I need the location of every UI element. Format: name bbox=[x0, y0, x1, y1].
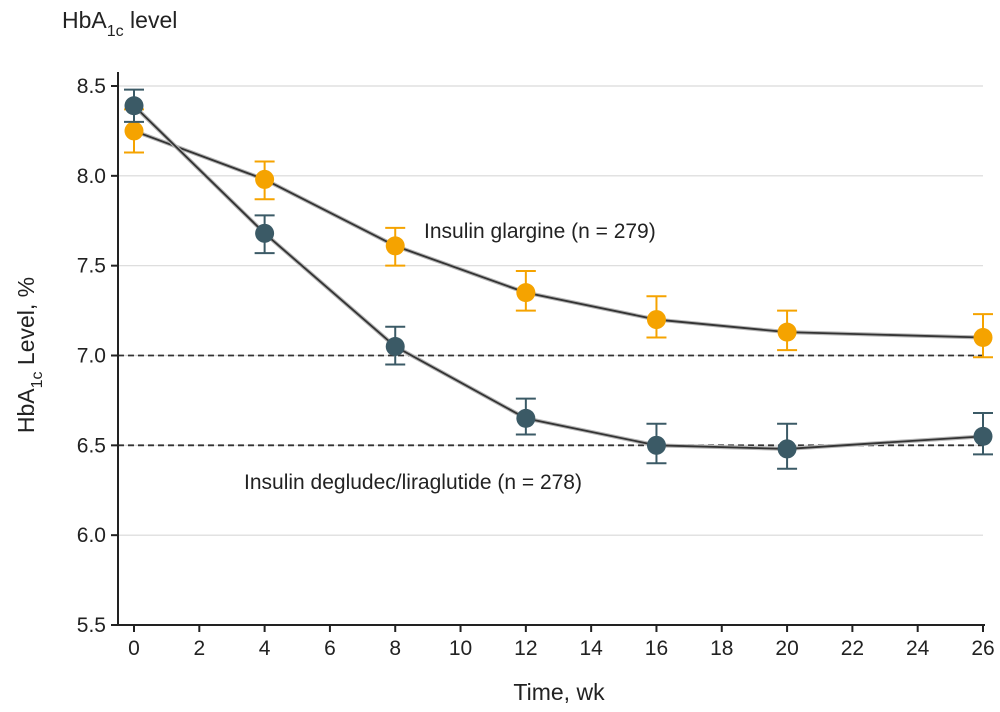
y-tick-label: 8.0 bbox=[77, 165, 106, 188]
data-point bbox=[777, 439, 797, 459]
data-point bbox=[124, 96, 144, 116]
data-point bbox=[973, 426, 993, 446]
x-tick-label: 20 bbox=[775, 637, 798, 660]
x-tick-label: 24 bbox=[906, 637, 930, 660]
chart-title: HbA1c level bbox=[62, 7, 177, 40]
data-point bbox=[516, 283, 536, 303]
x-tick-label: 10 bbox=[449, 637, 472, 660]
data-point bbox=[255, 169, 275, 189]
x-tick-label: 8 bbox=[389, 637, 401, 660]
y-tick-label: 6.0 bbox=[77, 524, 106, 547]
axes: 5.56.06.57.07.58.08.50 2 4 6 8 10 12 14 16 18 20 22… bbox=[77, 72, 995, 660]
y-tick-label: 5.5 bbox=[77, 614, 106, 637]
x-tick-label: 6 bbox=[324, 637, 336, 660]
y-tick-label: 7.0 bbox=[77, 345, 106, 368]
y-tick-label: 6.5 bbox=[77, 434, 106, 457]
x-axis-title: Time, wk bbox=[513, 679, 605, 705]
data-point bbox=[516, 408, 536, 428]
series-label-insulin-degludec-liraglutide: Insulin degludec/liraglutide (n = 278) bbox=[244, 471, 582, 494]
data-point bbox=[385, 337, 405, 357]
data-point bbox=[777, 322, 797, 342]
y-tick-label: 7.5 bbox=[77, 255, 106, 278]
series-1 bbox=[124, 88, 993, 470]
x-tick-label: 14 bbox=[579, 637, 603, 660]
x-tick-label: 18 bbox=[710, 637, 733, 660]
data-point bbox=[255, 223, 275, 243]
x-tick-label: 26 bbox=[971, 637, 994, 660]
data-point bbox=[973, 328, 993, 348]
data-point bbox=[646, 310, 666, 330]
series bbox=[124, 88, 993, 470]
reference-lines bbox=[118, 354, 983, 447]
y-tick-label: 8.5 bbox=[77, 75, 106, 98]
data-point bbox=[124, 121, 144, 141]
data-point bbox=[385, 236, 405, 256]
gridlines bbox=[118, 85, 983, 536]
series-0 bbox=[124, 108, 993, 359]
x-tick-label: 12 bbox=[514, 637, 537, 660]
series-line-halo bbox=[132, 104, 984, 451]
x-tick-label: 16 bbox=[645, 637, 668, 660]
x-tick-label: 22 bbox=[841, 637, 864, 660]
x-tick-label: 0 bbox=[128, 637, 140, 660]
data-point bbox=[646, 435, 666, 455]
x-tick-label: 2 bbox=[193, 637, 205, 660]
y-axis-title: HbA1c Level, % bbox=[13, 277, 46, 433]
series-line bbox=[133, 105, 984, 450]
series-label-insulin-glargine: Insulin glargine (n = 279) bbox=[424, 220, 656, 243]
x-tick-label: 4 bbox=[259, 637, 271, 660]
